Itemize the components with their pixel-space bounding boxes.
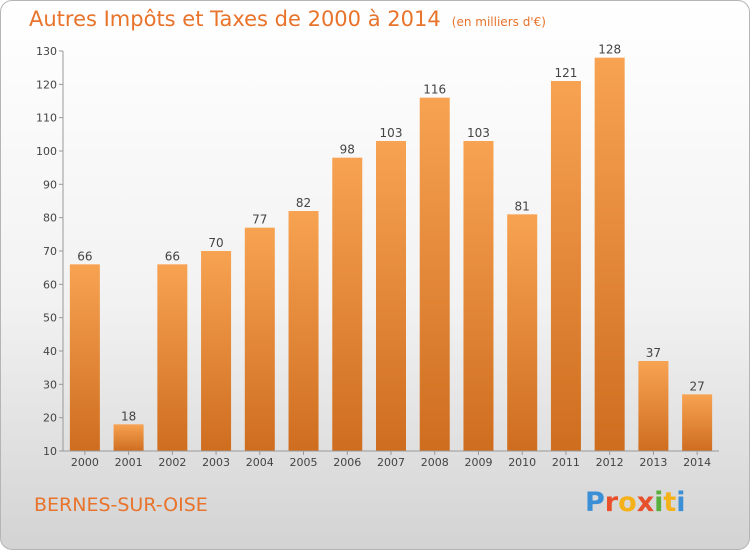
x-tick-label: 2009 [464, 456, 492, 469]
logo-letter: P [585, 487, 605, 518]
logo-letter: t [663, 487, 677, 518]
bar-value-label: 103 [380, 126, 403, 140]
y-tick-label: 70 [43, 245, 57, 258]
bars: 66 18 66 70 77 82 98 103 116 103 81 121 128 37 27 [69, 43, 713, 452]
bar [69, 264, 100, 451]
x-tick-label: 2010 [508, 456, 536, 469]
bar-value-label: 66 [165, 249, 180, 263]
y-tick-label: 110 [36, 112, 57, 125]
bar [638, 361, 669, 451]
bar-value-label: 82 [296, 196, 311, 210]
y-tick-label: 40 [43, 345, 57, 358]
bar [332, 157, 363, 451]
x-tick-label: 2004 [246, 456, 274, 469]
bar [507, 214, 538, 451]
x-tick-label: 2014 [683, 456, 711, 469]
bar-value-label: 77 [252, 213, 267, 227]
x-tick-label: 2002 [158, 456, 186, 469]
bar-value-label: 121 [554, 66, 577, 80]
bar [463, 141, 494, 451]
y-axis: 10 20 30 40 50 60 70 80 90 100 110 120 130 [36, 45, 64, 458]
bar-value-label: 18 [121, 409, 136, 423]
bar [594, 57, 625, 452]
logo-letter: i [654, 487, 664, 518]
x-tick-label: 2000 [71, 456, 99, 469]
x-axis: 2000 2001 2002 2003 2004 2005 2006 2007 2008 2009… [63, 450, 719, 469]
bar-value-label: 81 [515, 199, 530, 213]
logo-letter: r [604, 487, 619, 518]
chart-unit-label: (en milliers d'€) [451, 15, 546, 29]
y-tick-label: 90 [43, 178, 57, 191]
y-tick-label: 50 [43, 312, 57, 325]
city-name: BERNES-SUR-OISE [34, 494, 208, 516]
x-tick-label: 2001 [115, 456, 143, 469]
x-tick-label: 2008 [421, 456, 449, 469]
bar-value-label: 98 [340, 143, 355, 157]
y-tick-label: 100 [36, 145, 57, 158]
x-tick-label: 2012 [596, 456, 624, 469]
y-tick-label: 130 [36, 45, 57, 58]
logo-letter: x [636, 487, 655, 518]
y-tick-label: 10 [43, 445, 57, 458]
bar-value-label: 103 [467, 126, 490, 140]
y-tick-label: 60 [43, 278, 57, 291]
bar [288, 211, 319, 451]
x-tick-label: 2013 [639, 456, 667, 469]
bar [419, 97, 450, 452]
bar [201, 251, 232, 451]
chart-title-block: Autres Impôts et Taxes de 2000 à 2014 (e… [29, 7, 546, 31]
x-tick-label: 2006 [333, 456, 361, 469]
y-tick-label: 80 [43, 212, 57, 225]
bar [682, 394, 713, 451]
x-tick-label: 2011 [552, 456, 580, 469]
x-tick-label: 2007 [377, 456, 405, 469]
bar-value-label: 70 [208, 236, 223, 250]
bar-value-label: 66 [77, 249, 92, 263]
bar [157, 264, 188, 451]
chart-title: Autres Impôts et Taxes de 2000 à 2014 [29, 7, 441, 31]
logo-letter: i [676, 487, 686, 518]
x-tick-label: 2005 [290, 456, 318, 469]
bar-value-label: 128 [598, 43, 621, 57]
proxiti-logo[interactable]: Proxiti [585, 487, 686, 518]
y-tick-label: 20 [43, 412, 57, 425]
bar [550, 81, 581, 451]
y-tick-label: 120 [36, 78, 57, 91]
bar [376, 141, 406, 451]
bar-value-label: 116 [423, 83, 446, 97]
bar-value-label: 27 [689, 379, 704, 393]
logo-letter: o [618, 487, 637, 518]
bar [244, 227, 275, 451]
bar [113, 424, 144, 451]
bar-value-label: 37 [646, 346, 661, 360]
x-tick-label: 2003 [202, 456, 230, 469]
y-tick-label: 30 [43, 378, 57, 391]
